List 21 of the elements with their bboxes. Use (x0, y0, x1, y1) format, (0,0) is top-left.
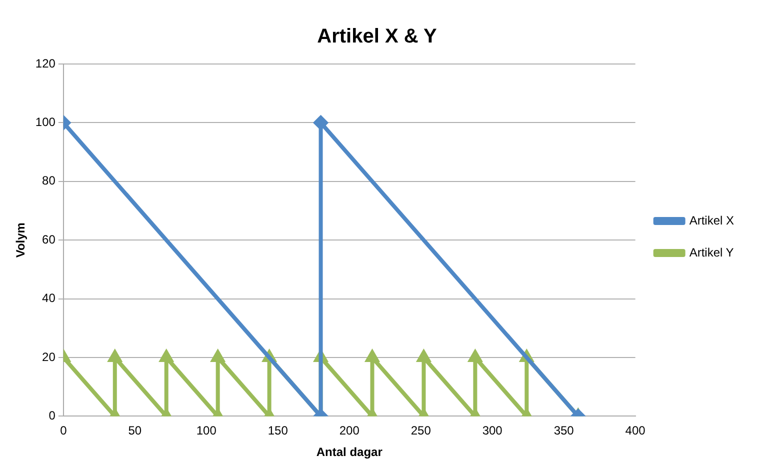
x-tick-label: 300 (482, 424, 503, 438)
y-tick-label: 60 (42, 232, 56, 246)
x-tick-label: 400 (625, 424, 646, 438)
x-tick-label: 50 (128, 424, 142, 438)
y-tick-label: 20 (42, 350, 56, 364)
chart-title: Artikel X & Y (317, 26, 438, 48)
x-tick-label: 100 (196, 424, 217, 438)
legend-label: Artikel Y (689, 245, 734, 260)
y-tick-label: 120 (35, 56, 56, 70)
x-tick-label: 350 (554, 424, 574, 438)
y-tick-label: 100 (35, 115, 56, 130)
x-axis-title: Antal dagar (316, 445, 383, 460)
y-tick-label: 40 (42, 291, 56, 306)
x-tick-label: 0 (60, 424, 68, 438)
legend-label: Artikel X (689, 213, 734, 228)
y-axis-title: Volym (14, 222, 28, 258)
x-tick-label: 150 (268, 424, 288, 438)
x-tick-label: 250 (410, 424, 432, 438)
y-tick-label: 80 (42, 174, 56, 188)
x-tick-label: 200 (339, 424, 360, 438)
y-tick-label: 0 (48, 408, 56, 423)
